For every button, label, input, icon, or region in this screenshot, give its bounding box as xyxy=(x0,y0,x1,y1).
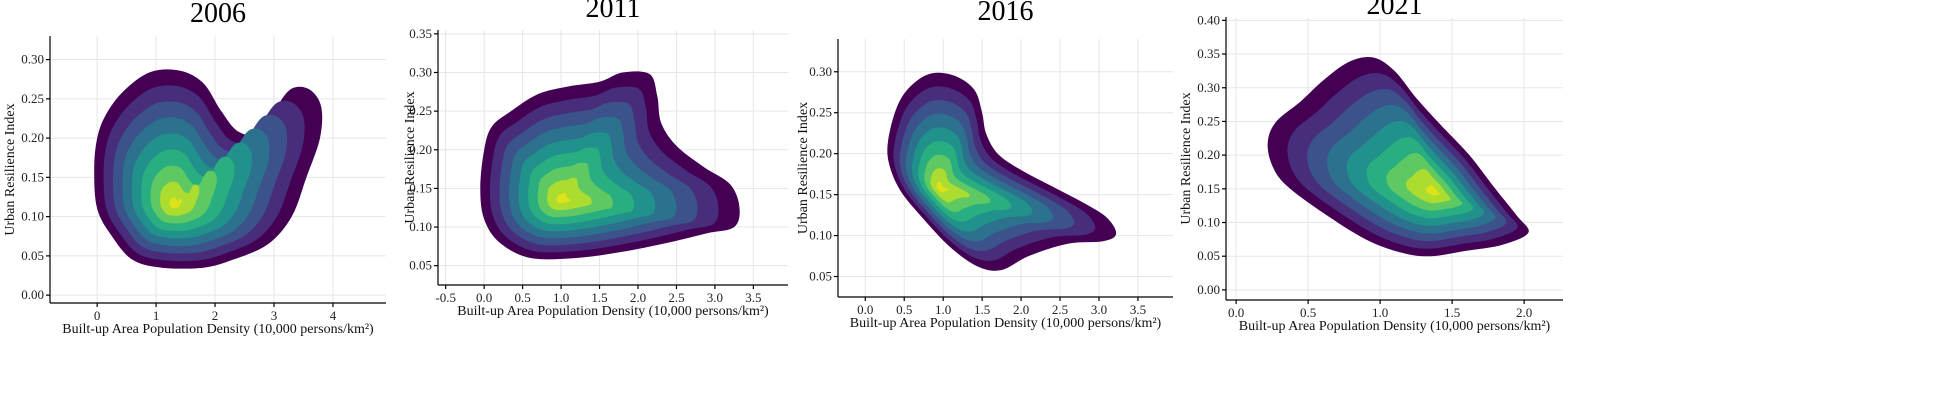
x-tick-label: 1.5 xyxy=(974,302,990,317)
x-axis-label: Built-up Area Population Density (10,000… xyxy=(62,322,374,337)
x-tick-label: 2.5 xyxy=(668,290,684,305)
y-tick-label: 0.00 xyxy=(21,287,44,302)
x-tick-label: 1.0 xyxy=(1372,305,1388,320)
kde-panel-2021: 0.0 0.5 1.0 1.5 2.0 0.00 0.05 0.10 0.15 0.20 0.25 0… xyxy=(1176,0,1949,409)
y-tick-label: 0.05 xyxy=(1197,248,1220,263)
x-tick-label: 3.5 xyxy=(1130,302,1146,317)
y-tick-label: 0.15 xyxy=(409,180,432,195)
y-tick-label: 0.15 xyxy=(809,187,832,202)
x-axis-label: Built-up Area Population Density (10,000… xyxy=(1239,319,1551,334)
y-tick-label: 0.00 xyxy=(1197,282,1220,297)
x-axis-label: Built-up Area Population Density (10,000… xyxy=(457,304,769,319)
y-tick-label: 0.20 xyxy=(809,146,832,161)
x-tick-label: 2.0 xyxy=(1516,305,1532,320)
x-tick-label: 2.5 xyxy=(1052,302,1068,317)
y-tick-label: 0.10 xyxy=(21,209,44,224)
density-peak-band xyxy=(556,193,571,204)
y-axis-label: Urban Resilience Index xyxy=(796,102,811,234)
y-axis-label: Urban Resilience Index xyxy=(1179,92,1194,224)
y-tick-label: 0.30 xyxy=(809,64,832,79)
y-tick-label: 0.20 xyxy=(21,130,44,145)
y-tick-label: 0.30 xyxy=(409,65,432,80)
chart-title: 2011 xyxy=(586,0,641,24)
density-peak-band xyxy=(169,197,182,209)
x-tick-label: 3.0 xyxy=(707,290,723,305)
x-tick-label: 2 xyxy=(212,308,219,323)
y-tick-label: 0.20 xyxy=(409,142,432,157)
density-peak-band xyxy=(1425,184,1440,196)
chart-svg: 0.0 0.5 1.0 1.5 2.0 0.00 0.05 0.10 0.15 0.20 0.25 0… xyxy=(1179,0,1563,334)
y-tick-label: 0.25 xyxy=(409,103,432,118)
x-tick-label: 0.5 xyxy=(1300,305,1316,320)
y-tick-label: 0.20 xyxy=(1197,147,1220,162)
x-tick-label: 0.0 xyxy=(857,302,873,317)
x-tick-label: 1 xyxy=(153,308,160,323)
y-tick-label: 0.25 xyxy=(809,105,832,120)
kde-panel-2006: 0 1 2 3 4 0.00 0.05 0.10 0.15 0.20 0.25 0.30 2006 Bui… xyxy=(0,0,485,409)
x-tick-label: 3.5 xyxy=(745,290,761,305)
x-tick-label: -0.5 xyxy=(435,290,456,305)
chart-svg: -0.5 0.0 0.5 1.0 1.5 2.0 2.5 3.0 3.5 0.05 0.10 0.15… xyxy=(403,0,788,319)
y-tick-label: 0.35 xyxy=(1197,46,1220,61)
x-tick-label: 1.0 xyxy=(935,302,951,317)
kde-panel-2016: 0.0 0.5 1.0 1.5 2.0 2.5 3.0 3.5 0.05 0.10 0.15 0.20… xyxy=(793,0,1183,409)
chart-title: 2021 xyxy=(1367,0,1423,21)
x-tick-label: 4 xyxy=(330,308,337,323)
x-tick-label: 1.5 xyxy=(591,290,607,305)
y-tick-label: 0.10 xyxy=(409,219,432,234)
density-peak-band xyxy=(936,181,949,193)
density-band xyxy=(160,181,200,216)
x-tick-label: 1.5 xyxy=(1444,305,1460,320)
x-axis-label: Built-up Area Population Density (10,000… xyxy=(850,316,1162,331)
y-tick-label: 0.15 xyxy=(1197,181,1220,196)
x-tick-label: 3 xyxy=(271,308,278,323)
x-tick-label: 0 xyxy=(94,308,101,323)
kde-panel-2011: -0.5 0.0 0.5 1.0 1.5 2.0 2.5 3.0 3.5 0.05 0.10 0.15… xyxy=(400,0,800,409)
y-tick-label: 0.25 xyxy=(1197,113,1220,128)
y-tick-label: 0.05 xyxy=(809,269,832,284)
y-tick-label: 0.40 xyxy=(1197,12,1220,27)
x-tick-label: 0.0 xyxy=(1228,305,1244,320)
y-axis-label: Urban Resilience Index xyxy=(3,103,18,235)
y-tick-label: 0.30 xyxy=(21,52,44,67)
x-tick-label: 0.5 xyxy=(896,302,912,317)
y-tick-label: 0.10 xyxy=(1197,215,1220,230)
y-tick-label: 0.15 xyxy=(21,169,44,184)
y-tick-label: 0.05 xyxy=(409,258,432,273)
density-band xyxy=(930,168,970,203)
y-tick-label: 0.10 xyxy=(809,228,832,243)
y-axis-label: Urban Resilience Index xyxy=(403,91,418,223)
chart-svg: 0.0 0.5 1.0 1.5 2.0 2.5 3.0 3.5 0.05 0.10 0.15 0.20… xyxy=(796,0,1173,331)
chart-svg: 0 1 2 3 4 0.00 0.05 0.10 0.15 0.20 0.25 0.30 2006 Bui… xyxy=(3,0,386,337)
y-tick-label: 0.30 xyxy=(1197,80,1220,95)
x-tick-label: 0.0 xyxy=(476,290,492,305)
x-tick-label: 2.0 xyxy=(1013,302,1029,317)
x-tick-label: 3.0 xyxy=(1091,302,1107,317)
density-band xyxy=(1406,168,1451,204)
x-tick-label: 2.0 xyxy=(630,290,646,305)
y-tick-label: 0.25 xyxy=(21,91,44,106)
chart-title: 2006 xyxy=(190,0,246,29)
y-tick-label: 0.35 xyxy=(409,26,432,41)
x-tick-label: 1.0 xyxy=(553,290,569,305)
x-tick-label: 0.5 xyxy=(514,290,530,305)
chart-title: 2016 xyxy=(978,0,1034,27)
y-tick-label: 0.05 xyxy=(21,248,44,263)
